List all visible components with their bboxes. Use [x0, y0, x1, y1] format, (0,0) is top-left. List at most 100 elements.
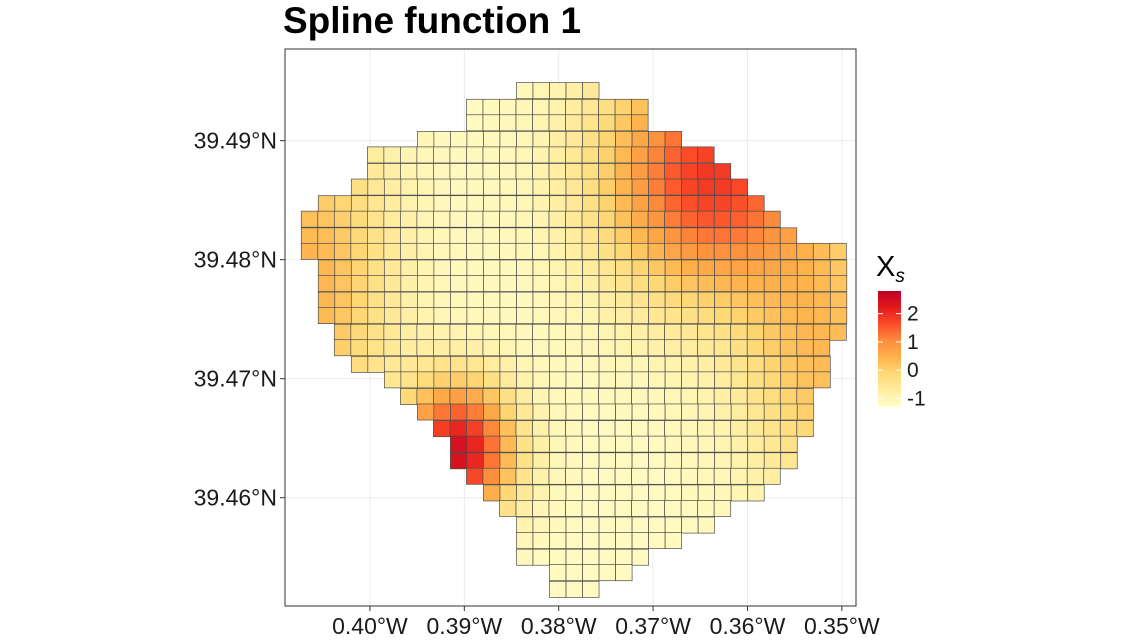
grid-cell	[730, 307, 749, 324]
grid-cell	[631, 163, 649, 180]
grid-cell	[400, 146, 418, 164]
grid-cell	[631, 548, 649, 566]
grid-cell	[532, 114, 550, 132]
grid-cell	[730, 420, 748, 438]
grid-cell	[383, 146, 401, 164]
grid-cell	[515, 114, 533, 132]
grid-cell	[581, 227, 599, 245]
grid-cell	[681, 356, 699, 373]
grid-cell	[516, 484, 534, 502]
grid-cell	[746, 242, 765, 260]
grid-cell	[450, 275, 468, 292]
grid-cell	[648, 516, 666, 534]
grid-cell	[631, 516, 649, 534]
grid-cell	[433, 210, 451, 228]
grid-cell	[598, 548, 616, 566]
grid-cell	[516, 356, 534, 373]
grid-cell	[499, 323, 517, 341]
grid-cell	[796, 259, 815, 277]
grid-cell	[714, 178, 732, 196]
grid-cell	[581, 114, 599, 132]
grid-cell	[615, 178, 633, 196]
grid-cell	[631, 195, 649, 213]
grid-cell	[647, 323, 666, 341]
grid-cell	[549, 291, 567, 309]
grid-cell	[713, 500, 732, 517]
grid-cell	[400, 242, 418, 260]
grid-cell	[548, 114, 566, 132]
grid-cell	[532, 339, 550, 357]
grid-cell	[598, 484, 616, 502]
grid-cell	[631, 210, 649, 228]
grid-cell	[581, 323, 599, 341]
grid-cell	[549, 356, 567, 373]
grid-cell	[466, 146, 484, 164]
grid-cell	[548, 210, 566, 228]
grid-cell	[713, 339, 732, 357]
grid-cell	[532, 275, 550, 292]
grid-cell	[350, 356, 369, 373]
grid-cell	[730, 227, 748, 245]
grid-cell	[334, 275, 352, 292]
grid-cell	[367, 227, 385, 245]
grid-cell	[598, 371, 616, 389]
grid-cell	[680, 339, 699, 357]
grid-cell	[433, 356, 451, 373]
grid-cell	[482, 242, 500, 260]
grid-cell	[581, 98, 599, 116]
grid-cell	[449, 242, 467, 260]
grid-cell	[383, 307, 402, 324]
grid-cell	[581, 339, 599, 357]
grid-cell	[416, 242, 434, 260]
grid-cell	[631, 403, 649, 421]
grid-cell	[499, 291, 517, 309]
grid-cell	[631, 532, 649, 549]
grid-cell	[515, 227, 533, 245]
grid-cell	[383, 178, 402, 196]
grid-cell	[763, 307, 782, 324]
grid-cell	[697, 420, 715, 438]
grid-cell	[780, 291, 798, 309]
grid-cell	[334, 307, 352, 324]
grid-cell	[532, 435, 550, 453]
grid-cell	[433, 259, 451, 277]
grid-cell	[614, 163, 632, 180]
grid-cell	[779, 420, 798, 438]
grid-cell	[400, 388, 418, 405]
grid-cell	[697, 323, 715, 341]
grid-cell	[730, 291, 749, 309]
grid-cell	[680, 388, 699, 405]
grid-cell	[383, 371, 402, 389]
grid-cell	[449, 420, 467, 438]
grid-cell	[433, 275, 451, 292]
grid-cell	[730, 467, 748, 485]
grid-cell	[383, 195, 402, 213]
grid-cell	[565, 580, 583, 598]
grid-cell	[466, 242, 484, 260]
grid-cell	[582, 195, 600, 213]
grid-cell	[681, 452, 699, 470]
grid-cell	[433, 178, 451, 196]
grid-cell	[796, 371, 815, 389]
grid-cell	[813, 307, 831, 324]
grid-cell	[598, 242, 616, 260]
grid-cell	[614, 500, 632, 517]
grid-cell	[582, 516, 600, 534]
grid-cell	[449, 163, 467, 180]
grid-cell	[400, 291, 418, 309]
grid-cell	[499, 371, 517, 389]
grid-cell	[713, 467, 732, 485]
grid-cell	[515, 420, 533, 438]
grid-cell	[416, 339, 434, 357]
grid-cell	[747, 371, 765, 389]
grid-cell	[598, 467, 616, 485]
grid-cell	[433, 403, 451, 421]
grid-cell	[417, 403, 435, 421]
grid-cell	[350, 291, 369, 309]
grid-cell	[333, 227, 352, 245]
grid-cell	[334, 291, 352, 309]
grid-cell	[697, 146, 715, 164]
grid-cell	[565, 210, 583, 228]
grid-cell	[763, 275, 782, 292]
grid-cell	[466, 323, 484, 341]
